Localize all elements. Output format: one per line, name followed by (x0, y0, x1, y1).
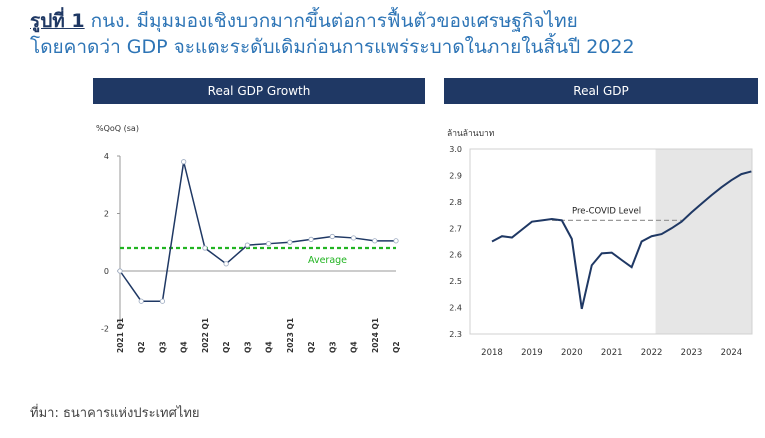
y-tick-label: 3.0 (449, 145, 462, 154)
average-pre-covid-label: Average (308, 255, 347, 266)
growth-series-line (119, 161, 396, 302)
x-tick-label: 2022 (641, 348, 663, 358)
growth-point (266, 241, 272, 247)
x-tick-label: 2020 (561, 348, 583, 358)
x-tick-label: 2022 Q1 (201, 318, 210, 353)
y-axis-label: %QoQ (sa) (96, 124, 139, 133)
forecast-shade (655, 149, 752, 334)
y-tick-label: 2.3 (449, 330, 462, 339)
x-tick-label: 2024 (721, 348, 743, 358)
x-tick-label: 2021 (601, 348, 623, 358)
real-gdp-series-line (491, 170, 752, 310)
y-tick-label: 2 (104, 210, 109, 219)
x-tick-label: Q4 (350, 341, 359, 353)
y-tick-label: 2.8 (449, 198, 462, 207)
x-tick-label: 2023 Q1 (286, 318, 295, 353)
growth-point (159, 298, 166, 304)
growth-point (117, 268, 123, 274)
y-tick-label: 2.4 (449, 304, 462, 313)
x-tick-label: 2019 (521, 348, 543, 358)
growth-point (181, 159, 187, 165)
growth-point (287, 239, 293, 245)
x-tick-label: 2023 (681, 348, 703, 358)
y-tick-label: 2.7 (449, 224, 462, 233)
left-chart-header: Real GDP Growth (93, 78, 425, 104)
growth-point (138, 298, 144, 304)
x-tick-label: Q3 (328, 341, 337, 353)
y-tick-label: -2 (101, 325, 109, 334)
growth-point (308, 236, 314, 242)
growth-point (202, 245, 208, 251)
x-tick-label: Q4 (265, 341, 274, 353)
growth-point (372, 238, 378, 244)
x-tick-label: Q4 (180, 341, 189, 353)
x-tick-label: 2018 (481, 348, 503, 358)
title-line-2: โดยคาดว่า GDP จะแตะระดับเดิมก่อนการแพร่ร… (30, 36, 635, 58)
pre-covid-level-label: Pre-COVID Level (572, 206, 641, 216)
x-tick-label: Q2 (307, 341, 316, 353)
growth-point (223, 261, 229, 267)
growth-point (350, 235, 357, 241)
x-tick-label: Q2 (392, 341, 401, 353)
x-tick-label: 2021 Q1 (116, 318, 125, 353)
figure-number: รูปที่ 1 (30, 10, 85, 32)
y-tick-label: 0 (104, 267, 109, 276)
title-line-1: กนง. มีมุมมองเชิงบวกมากขึ้นต่อการฟื้นตัว… (84, 10, 578, 32)
x-tick-label: Q2 (222, 341, 231, 353)
y-tick-label: 2.9 (449, 171, 462, 180)
y-tick-label: 2.5 (449, 277, 462, 286)
x-tick-label: 2024 Q1 (371, 318, 380, 353)
x-tick-label: Q3 (158, 341, 167, 353)
figure-title: รูปที่ 1 กนง. มีมุมมองเชิงบวกมากขึ้นต่อก… (30, 8, 750, 60)
source-note: ที่มา: ธนาคารแห่งประเทศไทย (30, 406, 200, 421)
y-axis-label: ล้านล้านบาท (447, 128, 495, 139)
right-chart-header: Real GDP (444, 78, 758, 104)
x-tick-label: Q3 (243, 341, 252, 353)
y-tick-label: 2.6 (449, 251, 462, 260)
plot-border (469, 148, 753, 335)
growth-point (329, 233, 335, 240)
growth-point (393, 238, 399, 244)
y-tick-label: 4 (104, 152, 109, 161)
x-tick-label: Q2 (137, 341, 146, 353)
growth-point (244, 242, 250, 248)
